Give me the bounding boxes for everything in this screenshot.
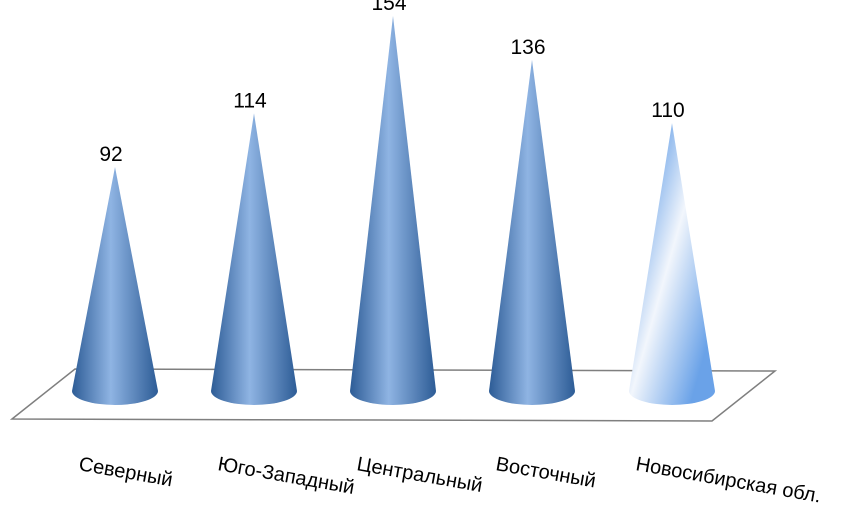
data-label: 92 — [99, 143, 122, 166]
data-label: 114 — [233, 89, 267, 112]
data-labels: 92 114 154 136 110 — [99, 0, 684, 166]
category-tick-label: Юго-Западный — [216, 453, 356, 499]
category-tick-label: Восточный — [494, 453, 597, 492]
cone-bar — [72, 166, 158, 405]
cone-bar — [489, 59, 575, 405]
category-axis: Северный Юго-Западный Центральный Восточный… — [77, 453, 823, 507]
data-label: 154 — [371, 0, 406, 15]
category-tick-label: Северный — [77, 453, 174, 491]
data-label: 110 — [651, 99, 684, 122]
cone-bar — [211, 113, 297, 406]
data-label: 136 — [510, 36, 545, 59]
category-tick-label: Новосибирская обл. — [634, 453, 823, 507]
cone-bar — [629, 123, 715, 406]
cone-bar — [350, 16, 436, 405]
category-tick-label: Центральный — [355, 453, 484, 497]
cone-series — [72, 16, 715, 406]
